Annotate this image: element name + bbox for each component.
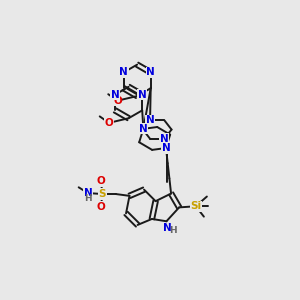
Text: N: N bbox=[119, 68, 128, 77]
Text: O: O bbox=[97, 176, 106, 186]
Text: O: O bbox=[97, 202, 106, 212]
Text: N: N bbox=[146, 68, 155, 77]
Text: S: S bbox=[98, 189, 106, 199]
Text: N: N bbox=[138, 90, 147, 100]
Text: N: N bbox=[83, 188, 92, 198]
Text: Si: Si bbox=[190, 201, 201, 211]
Text: N: N bbox=[163, 223, 172, 233]
Text: N: N bbox=[111, 90, 119, 100]
Text: N: N bbox=[139, 124, 148, 134]
Text: N: N bbox=[160, 134, 169, 144]
Text: O: O bbox=[113, 96, 122, 106]
Text: H: H bbox=[169, 226, 177, 236]
Text: N: N bbox=[146, 115, 154, 125]
Text: H: H bbox=[84, 194, 92, 203]
Text: O: O bbox=[105, 118, 113, 128]
Text: N: N bbox=[162, 143, 170, 153]
